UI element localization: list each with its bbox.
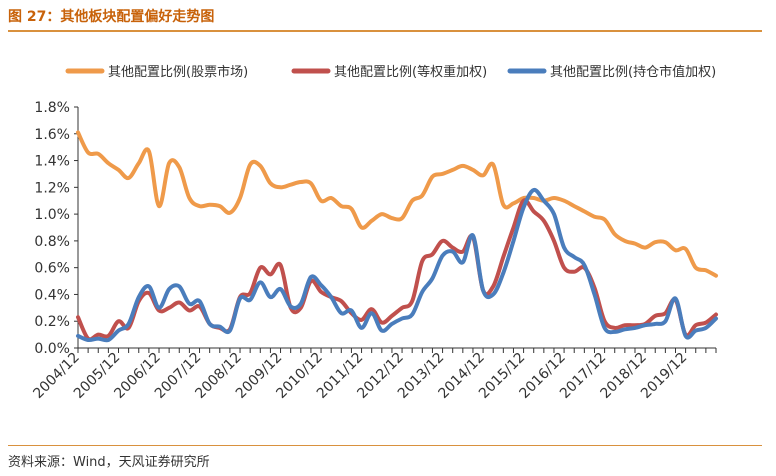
line-chart: 其他配置比例(股票市场) 其他配置比例(等权重加权) 其他配置比例(持仓市值加权) …	[30, 64, 718, 402]
legend-label: 其他配置比例(等权重加权)	[334, 64, 487, 80]
legend-item-market-cap: 其他配置比例(股票市场)	[65, 64, 248, 80]
figure-title: 图 27：其他板块配置偏好走势图	[8, 9, 215, 25]
x-axis: 2004/122005/122006/122007/122008/122009/…	[30, 347, 717, 402]
series-line-equal-weight	[76, 198, 718, 342]
legend-item-equal-weight: 其他配置比例(等权重加权)	[291, 64, 487, 80]
legend-label: 其他配置比例(持仓市值加权)	[550, 64, 716, 80]
series-line-market-cap	[76, 130, 718, 278]
legend-item-float-cap: 其他配置比例(持仓市值加权)	[507, 64, 716, 80]
legend: 其他配置比例(股票市场) 其他配置比例(等权重加权) 其他配置比例(持仓市值加权)	[65, 64, 716, 80]
y-tick-label: 0.0%	[34, 341, 70, 357]
y-tick-label: 0.6%	[34, 261, 70, 277]
series-line-float-cap	[76, 187, 718, 343]
y-tick-label: 1.6%	[34, 127, 70, 143]
y-tick-label: 0.8%	[34, 234, 70, 250]
bottom-rule	[8, 445, 762, 446]
y-tick-label: 1.4%	[34, 154, 70, 170]
y-tick-label: 1.8%	[34, 100, 70, 116]
series-layer	[76, 130, 718, 343]
y-tick-label: 0.2%	[34, 314, 70, 330]
y-tick-label: 1.0%	[34, 207, 70, 223]
y-tick-label: 1.2%	[34, 180, 70, 196]
source-note: 资料来源：Wind，天风证券研究所	[8, 455, 210, 470]
top-rule	[8, 30, 762, 32]
legend-label: 其他配置比例(股票市场)	[108, 64, 248, 80]
y-axis: 0.0% 0.2% 0.4% 0.6% 0.8% 1.0% 1.2% 1.4% 1.6% 1.8%	[34, 100, 79, 357]
y-tick-label: 0.4%	[34, 287, 70, 303]
